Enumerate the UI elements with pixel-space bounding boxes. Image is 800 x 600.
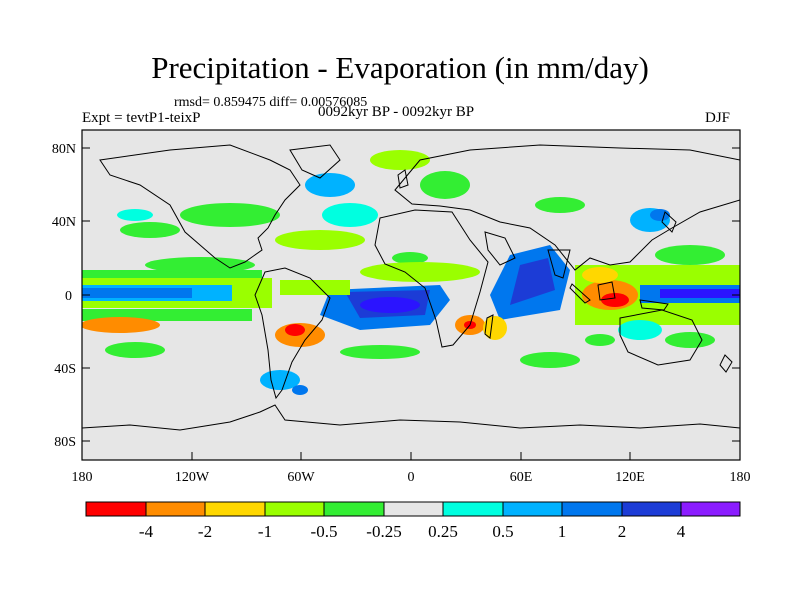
japan-coast <box>661 211 677 233</box>
colorbar-label: -2 <box>198 522 212 541</box>
field-region <box>117 209 153 221</box>
uk-coast <box>397 169 409 189</box>
field-region <box>601 293 629 307</box>
field-region <box>360 262 480 282</box>
new-guinea-coast <box>639 299 669 311</box>
lon-label-120w: 120W <box>175 470 210 485</box>
field-region <box>655 245 725 265</box>
colorbar-label: -1 <box>258 522 272 541</box>
stats-text: rmsd= 0.859475 diff= 0.00576085 <box>174 95 368 110</box>
lat-label-0: 0 <box>65 289 72 304</box>
field-region <box>305 173 355 197</box>
colorbar-label: 2 <box>618 522 627 541</box>
lon-label-120e: 120E <box>615 470 645 485</box>
field-region <box>285 324 305 336</box>
field-region <box>582 267 618 283</box>
colorbar-label: 1 <box>558 522 567 541</box>
colorbar-label: 0.25 <box>428 522 458 541</box>
lat-label-80n: 80N <box>52 142 76 157</box>
arabia-coast <box>484 231 516 266</box>
colorbar-swatch <box>502 501 563 517</box>
lat-label-40n: 40N <box>52 215 76 230</box>
lat-ticks <box>82 147 740 442</box>
north-america-coast <box>99 144 301 269</box>
field-region <box>510 258 555 305</box>
new-zealand-coast <box>719 354 733 373</box>
experiment-label: Expt = tevtP1-teixP <box>82 110 201 126</box>
lon-label-60e: 60E <box>510 470 533 485</box>
borneo-coast <box>597 281 616 301</box>
field-region <box>483 316 507 340</box>
europe-asia-coast <box>394 144 740 271</box>
period-label: 0092kyr BP - 0092kyr BP <box>318 104 475 120</box>
india-coast <box>547 249 571 279</box>
field-region <box>322 203 378 227</box>
colorbar-swatch <box>680 501 741 517</box>
field-region <box>520 352 580 368</box>
field-region <box>180 203 280 227</box>
colorbar-label: -4 <box>139 522 154 541</box>
lon-label-0: 0 <box>408 470 415 485</box>
field-region <box>82 270 262 278</box>
field-region <box>82 288 192 298</box>
lon-label-60w: 60W <box>287 470 315 485</box>
colorbar-swatch <box>561 501 623 517</box>
field-region <box>120 222 180 238</box>
field-region <box>105 342 165 358</box>
antarctica-coast <box>82 404 740 431</box>
plot-title: Precipitation - Evaporation (in mm/day) <box>151 50 649 85</box>
field-region <box>660 289 740 298</box>
field-region <box>340 345 420 359</box>
australia-coast <box>619 309 703 366</box>
colorbar-label: 0.5 <box>492 522 513 541</box>
colorbar-label: 4 <box>677 522 686 541</box>
field-region <box>392 252 428 264</box>
field-region <box>275 230 365 250</box>
colorbar-swatch <box>145 501 206 517</box>
colorbar-swatch <box>85 501 147 517</box>
field-region <box>280 280 350 295</box>
lat-label-80s: 80S <box>54 435 76 450</box>
colorbar-label: -0.25 <box>366 522 401 541</box>
sumatra-coast <box>569 283 591 304</box>
colorbar-label: -0.5 <box>311 522 338 541</box>
madagascar-coast <box>484 314 494 339</box>
field-region <box>585 334 615 346</box>
field-region <box>370 150 430 170</box>
colorbar-swatch <box>264 501 325 517</box>
colorbar <box>85 501 741 517</box>
africa-coast <box>374 209 489 348</box>
lon-label-180w: 180 <box>72 470 93 485</box>
colorbar-swatch <box>383 501 444 517</box>
colorbar-swatch <box>204 501 266 517</box>
field-region <box>665 332 715 348</box>
field-region <box>618 320 662 340</box>
colorbar-swatch <box>323 501 385 517</box>
field-region <box>145 257 255 273</box>
field-region <box>82 317 160 333</box>
south-america-coast <box>254 267 331 400</box>
colorbar-swatch <box>442 501 504 517</box>
field-region <box>650 209 670 221</box>
lon-ticks <box>81 452 741 460</box>
season-label: DJF <box>705 110 731 126</box>
field-region <box>535 197 585 213</box>
field-region <box>360 297 420 313</box>
field-region <box>292 385 308 395</box>
field-region <box>420 171 470 199</box>
greenland-coast <box>289 144 341 179</box>
lat-label-40s: 40S <box>54 362 76 377</box>
coastlines <box>82 144 740 431</box>
colorbar-swatch <box>621 501 682 517</box>
lon-label-180e: 180 <box>730 470 751 485</box>
